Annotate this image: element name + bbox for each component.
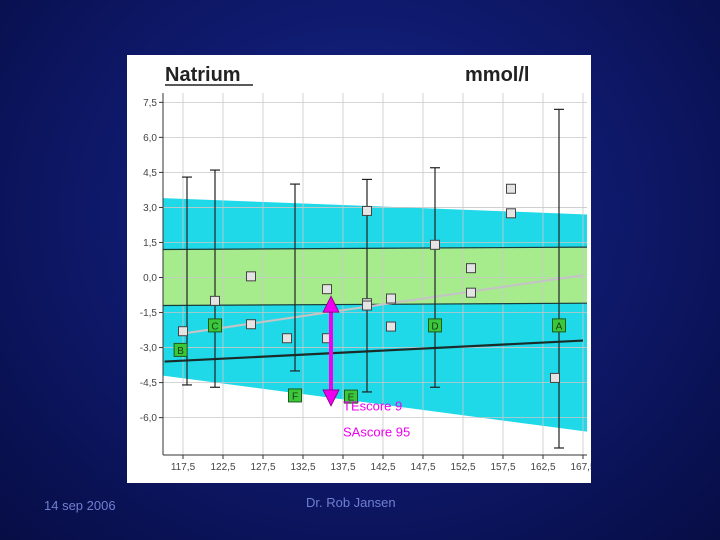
annotation-text: TEscore 9 [343,399,402,414]
y-tick-label: 6,0 [143,133,157,144]
y-tick-label: 7,5 [143,98,157,109]
chart-unit: mmol/l [465,64,529,86]
data-point [246,319,256,330]
data-point [506,183,516,194]
inner-band [163,247,587,306]
x-tick-label: 147,5 [410,462,435,473]
x-tick-label: 137,5 [330,462,355,473]
data-point [466,287,476,298]
y-tick-label: 4,5 [143,168,157,179]
data-point [282,333,292,344]
arrow-head-up [322,295,340,313]
x-tick-label: 132,5 [290,462,315,473]
chart-title: Natrium [165,64,241,86]
y-tick-label: -6,0 [140,413,158,424]
labeled-point-d [428,318,442,333]
labeled-point-b [173,342,188,357]
data-point [466,263,476,274]
inner-band-lower-edge [162,302,588,307]
labeled-point-e [344,389,358,404]
data-point [322,284,332,295]
chart-panel: A B C D E F 7,5 6,0 4,5 3,0 1,5 0,0 -1,5 -3,0 -4,5 -6,… [127,55,591,483]
data-point [550,372,560,383]
labeled-point-label: B [177,346,184,357]
annotation-text: SAscore 95 [343,424,410,439]
data-point [210,295,220,306]
arrow-head-down [322,389,340,407]
labeled-point-a [552,318,566,333]
labeled-point-label: F [292,391,298,402]
x-tick-label: 122,5 [210,462,235,473]
data-point [506,208,516,219]
data-point [430,239,440,250]
y-tick-label: -4,5 [140,378,158,389]
x-tick-label: 162,5 [530,462,555,473]
labeled-point-label: E [348,393,355,404]
labeled-point-label: C [211,321,218,332]
footer-date: 14 sep 2006 [44,498,116,513]
regression-dark-line [164,339,584,363]
x-tick-label: 117,5 [171,462,196,473]
x-tick-label: 142,5 [370,462,395,473]
labeled-point-label: A [556,321,563,332]
labeled-point-f [288,388,302,403]
inner-band-upper-edge [162,246,588,251]
y-tick-label: 0,0 [143,273,157,284]
y-tick-label: -1,5 [140,308,158,319]
y-tick-label: -3,0 [140,343,158,354]
x-tick-label: 152,5 [450,462,475,473]
labeled-point-label: D [431,321,438,332]
data-point [246,271,256,282]
y-tick-label: 3,0 [143,203,157,214]
labeled-point-c [208,318,222,333]
data-point [386,321,396,332]
data-point [386,293,396,304]
outer-band [163,198,587,432]
y-tick-label: 1,5 [143,238,157,249]
natrium-chart: A B C D E F 7,5 6,0 4,5 3,0 1,5 0,0 -1,5 -3,0 -4,5 -6,… [140,64,591,473]
data-point [362,300,372,311]
data-point [178,326,188,337]
data-point [362,205,372,216]
footer-author: Dr. Rob Jansen [306,495,396,510]
x-tick-label: 127,5 [250,462,275,473]
x-tick-label: 167,5 [570,462,591,473]
x-tick-label: 157,5 [490,462,515,473]
